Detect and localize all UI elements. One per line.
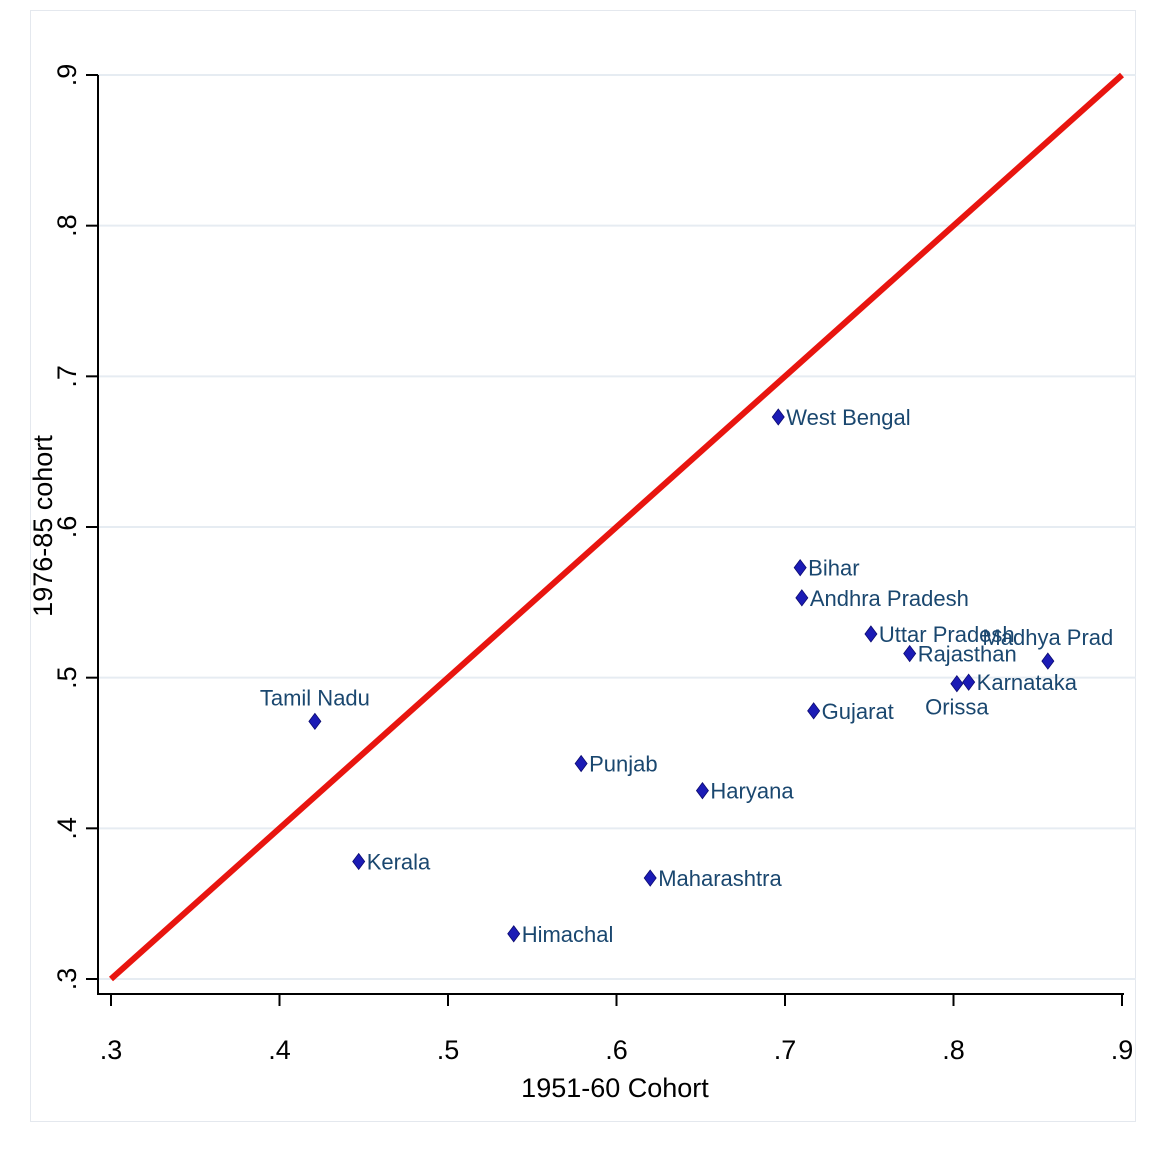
data-point: West Bengal xyxy=(771,405,911,430)
x-tick-label: .3 xyxy=(100,1035,123,1065)
data-point: Punjab xyxy=(574,752,658,777)
reference-line xyxy=(109,72,1124,982)
y-axis-title: 1976-85 cohort xyxy=(28,435,58,617)
grid-lines xyxy=(98,74,1136,980)
diamond-marker xyxy=(793,559,807,577)
point-label: Tamil Nadu xyxy=(260,685,370,710)
data-point: Gujarat xyxy=(807,699,894,724)
point-label: Maharashtra xyxy=(658,866,782,891)
diamond-marker xyxy=(507,925,521,943)
diamond-marker xyxy=(695,782,709,800)
point-label: Rajasthan xyxy=(918,642,1017,667)
diamond-marker xyxy=(308,712,322,731)
point-label: Uttar Pradesh xyxy=(879,622,1015,647)
data-point: Orissa xyxy=(925,675,989,720)
x-ticks: .3 .4 .5 .6 .7 .8 .9 xyxy=(100,994,1134,1065)
data-point: Maharashtra xyxy=(643,866,782,891)
data-point: Bihar xyxy=(793,556,860,581)
data-point: Himachal xyxy=(507,922,614,947)
y-tick-label: .3 xyxy=(52,968,82,991)
x-tick-label: .6 xyxy=(605,1035,628,1065)
y-tick-label: .4 xyxy=(52,817,82,840)
data-point: Haryana xyxy=(695,779,794,804)
point-label: Karnataka xyxy=(977,670,1078,695)
data-point: Rajasthan xyxy=(903,642,1017,667)
point-label: Haryana xyxy=(710,779,794,804)
diamond-marker xyxy=(771,408,785,426)
diamond-marker xyxy=(864,625,878,643)
y-ticks: .3 .4 .5 .6 .7 .8 .9 xyxy=(52,64,98,991)
y-tick-label: .9 xyxy=(52,64,82,87)
point-label: Gujarat xyxy=(822,699,894,724)
point-label: Andhra Pradesh xyxy=(810,586,969,611)
diamond-marker xyxy=(950,675,964,693)
point-label: Himachal xyxy=(522,922,614,947)
x-tick-label: .7 xyxy=(774,1035,797,1065)
diamond-marker xyxy=(1041,652,1055,670)
data-point: Kerala xyxy=(352,849,431,874)
point-label: Bihar xyxy=(808,556,859,581)
x-tick-label: .9 xyxy=(1111,1035,1134,1065)
diamond-marker xyxy=(903,644,917,663)
y-tick-label: .8 xyxy=(52,214,82,237)
diamond-marker xyxy=(574,754,588,773)
data-points: West Bengal Bihar Andhra Pradesh Uttar Prad… xyxy=(260,405,1113,947)
y-tick-label: .7 xyxy=(52,365,82,388)
reference-line-group xyxy=(109,72,1124,982)
data-point: Karnataka xyxy=(962,670,1078,695)
y-tick-label: .6 xyxy=(52,516,82,539)
data-point: Uttar Pradesh xyxy=(864,622,1015,647)
data-point: Tamil Nadu xyxy=(260,685,370,731)
data-point: Madhya Prad xyxy=(982,625,1113,670)
data-point: Andhra Pradesh xyxy=(795,586,969,611)
x-axis-title: 1951-60 Cohort xyxy=(521,1073,709,1103)
diamond-marker xyxy=(352,852,366,871)
diamond-marker xyxy=(795,589,809,607)
point-label: Orissa xyxy=(925,695,989,720)
diamond-marker xyxy=(643,869,657,887)
point-label: Madhya Prad xyxy=(982,625,1113,650)
diamond-marker xyxy=(807,702,821,720)
point-label: West Bengal xyxy=(786,405,910,430)
x-tick-label: .5 xyxy=(437,1035,460,1065)
chart-frame xyxy=(30,10,1136,1122)
diamond-marker xyxy=(962,673,976,691)
x-tick-label: .8 xyxy=(942,1035,965,1065)
point-label: Kerala xyxy=(367,849,431,874)
x-tick-label: .4 xyxy=(268,1035,291,1065)
y-tick-label: .5 xyxy=(52,666,82,689)
point-label: Punjab xyxy=(589,752,658,777)
